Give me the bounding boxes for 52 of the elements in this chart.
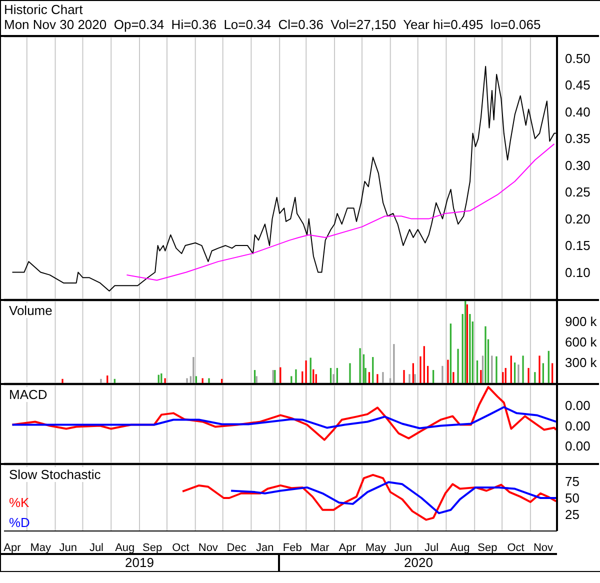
x-tick-label: Nov: [198, 542, 218, 554]
y-tick-label: 0.30: [565, 158, 590, 173]
x-tick-label: Nov: [533, 542, 554, 554]
text: 2019: [124, 555, 155, 571]
x-tick-label: May: [30, 542, 52, 554]
x-tick-label: Apr: [4, 542, 22, 554]
x-tick-label: May: [365, 542, 387, 554]
x-tick-label: Aug: [115, 542, 135, 554]
y-tick-label: 0.00: [565, 438, 590, 454]
x-tick-label: Jul: [424, 542, 439, 554]
y-tick-label: 0.25: [565, 184, 590, 200]
x-tick-label: Dec: [226, 542, 247, 554]
x-tick-label: Jun: [394, 542, 412, 554]
y-tick-label: 25: [565, 507, 580, 522]
x-tick-label: Jul: [89, 542, 104, 554]
x-tick-label: Apr: [338, 542, 356, 554]
y-tick-label: 50: [565, 490, 580, 506]
line-series: [11, 406, 557, 430]
x-tick-label: Jun: [59, 542, 77, 554]
line-series: [230, 481, 557, 514]
y-tick-label: 0.00: [565, 418, 590, 434]
y-tick-label: 300 k: [565, 355, 598, 370]
x-tick-label: Sep: [478, 542, 498, 554]
x-tick-label: Feb: [282, 542, 302, 554]
y-tick-label: 0.50: [565, 51, 590, 66]
y-tick-label: 600 k: [565, 334, 598, 350]
x-tick-label: Jan: [256, 542, 274, 554]
y-tick-label: 75: [565, 474, 580, 490]
y-tick-label: 0.10: [565, 264, 590, 280]
y-tick-label: 0.45: [565, 78, 590, 93]
x-tick-label: Sep: [142, 542, 162, 554]
y-tick-label: 0.20: [565, 211, 590, 226]
text: 2020: [278, 555, 557, 571]
x-tick-label: Mar: [310, 542, 330, 554]
text: %K: [9, 494, 30, 512]
y-tick-label: 900 k: [565, 314, 598, 330]
x-tick-label: Oct: [172, 542, 190, 554]
chart-title: Volume: [9, 303, 52, 318]
line-series: [126, 143, 555, 281]
x-tick-label: Aug: [450, 542, 470, 554]
chart-subtitle: Mon Nov 30 2020 Op=0.34 Hi=0.36 Lo=0.34 Cl=0.36 Vol=27,150 Year hi=0.495 lo=0.065: [4, 17, 542, 32]
y-tick-label: 0.40: [565, 104, 590, 120]
text: %D: [9, 514, 30, 532]
line-series: [182, 474, 557, 521]
y-tick-label: 0.15: [565, 238, 590, 254]
y-tick-label: 0.00: [565, 398, 590, 414]
line-series: [11, 386, 557, 441]
y-tick-label: 0.35: [565, 131, 590, 146]
x-tick-label: Oct: [507, 542, 524, 554]
chart-title: Historic Chart: [4, 2, 84, 17]
chart-title: Slow Stochastic: [9, 467, 101, 482]
chart-title: MACD: [9, 387, 48, 402]
